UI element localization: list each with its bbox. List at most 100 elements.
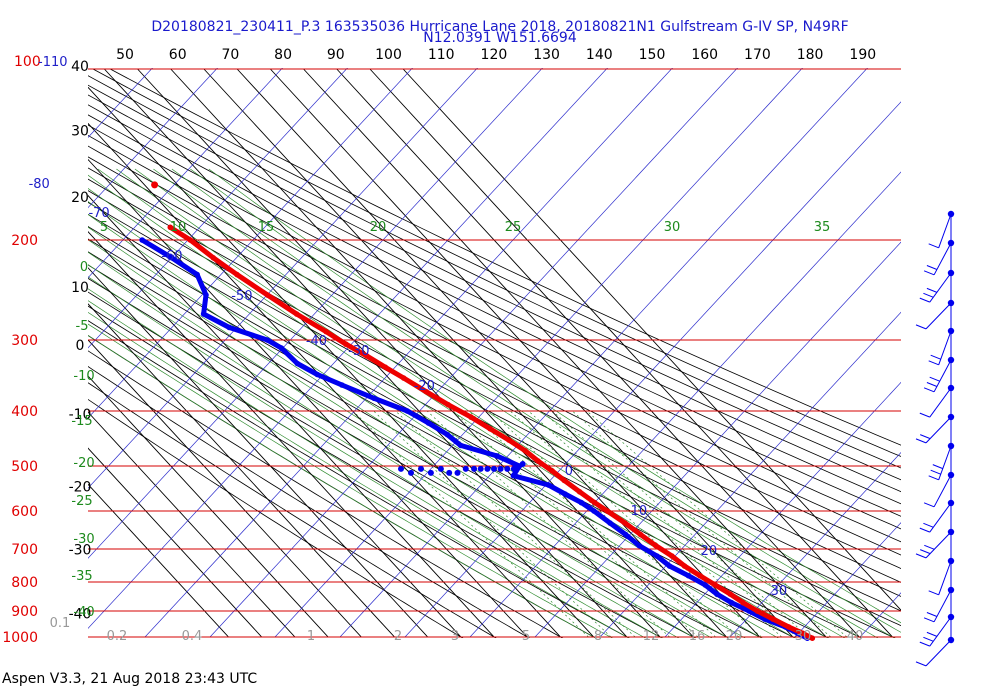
dewpoint-point [194, 271, 200, 278]
dry-adiabat-line [88, 167, 901, 583]
adiabat-label-left: -25 [71, 494, 92, 509]
dry-adiabat-line [88, 264, 763, 638]
wind-barb-flag [919, 297, 930, 303]
pressure-label: 300 [11, 333, 38, 349]
dewpoint-spurious-point [446, 469, 453, 476]
wind-barb-flag [930, 354, 941, 360]
adiabat-label-left: -15 [71, 414, 92, 429]
mixing-ratio-label: 30 [795, 629, 812, 644]
wind-barb-staff [938, 445, 952, 480]
temperature-point [770, 616, 776, 622]
dewpoint-point [278, 345, 285, 351]
blue-grid-line [88, 68, 478, 489]
mixing-ratio-label: 0.1 [50, 616, 71, 631]
dewpoint-point [226, 324, 232, 331]
dry-adiabat-line [88, 145, 901, 556]
isotherm-line [137, 68, 661, 638]
isotherm-line [88, 194, 495, 638]
temperature-point [382, 364, 389, 371]
blue-grid-line [88, 68, 283, 279]
dewpoint-spurious-point [484, 465, 491, 472]
top-axis-label: 160 [691, 47, 718, 63]
isotherm-line [336, 68, 860, 638]
wind-barb-staff [925, 639, 952, 667]
blue-grid-line [88, 68, 153, 138]
top-axis-label: 120 [481, 47, 508, 63]
temperature-point [754, 608, 761, 614]
moist-adiabat-line [88, 201, 779, 638]
dry-adiabat-line [92, 68, 901, 457]
wind-barb-flag [919, 527, 930, 533]
isotherm-line [88, 122, 561, 638]
isotherm-label: -80 [29, 177, 50, 192]
wind-barb-staff [933, 589, 952, 623]
temperature-point [293, 311, 300, 317]
blue-grid-line [88, 68, 348, 349]
dewpoint-point [169, 254, 175, 261]
pressure-label: 1000 [2, 630, 38, 646]
wind-barb-flag [923, 522, 934, 528]
isotherm-line [88, 447, 263, 638]
temperature-line [167, 224, 815, 641]
pressure-label: 200 [11, 233, 38, 249]
dewpoint-point [404, 408, 411, 414]
wind-barb-flag [915, 324, 927, 330]
dewpoint-point [562, 491, 568, 497]
adiabat-label-top: 30 [664, 220, 681, 235]
isotherm-label: 30 [771, 584, 788, 599]
adiabat-label-top: 10 [170, 220, 187, 235]
temperature-point [800, 630, 806, 637]
temperature-point [622, 520, 628, 526]
dry-adiabat-line [88, 124, 901, 530]
temperature-point [681, 563, 688, 569]
isolated-temperature-point [151, 181, 159, 189]
wind-barb-flag [928, 360, 939, 366]
wind-barb-flag [919, 641, 930, 647]
top-axis-label: 80 [274, 47, 292, 63]
isotherm-line [88, 303, 395, 638]
blue-grid-line [534, 241, 901, 638]
isotherm-label: -20 [414, 379, 435, 394]
temperature-point [740, 599, 746, 606]
wind-barb-flag [928, 475, 939, 481]
dewpoint-point [702, 582, 708, 588]
blue-grid-line [664, 381, 901, 638]
dry-adiabat-line [88, 104, 901, 505]
temperature-point [549, 468, 555, 474]
temperature-point [712, 582, 718, 588]
dewpoint-spurious-point [515, 463, 522, 470]
temperature-point [785, 624, 792, 630]
temperature-point [187, 237, 194, 243]
dry-adiabats [88, 68, 901, 638]
dewpoint-point [371, 395, 377, 402]
dewpoint-point [139, 237, 145, 243]
pressure-label: 500 [11, 459, 38, 475]
blue-grid-line [469, 171, 901, 638]
dewpoint-spurious-point [497, 465, 504, 472]
top-axis-label: 190 [849, 47, 876, 63]
dry-adiabat-line [88, 335, 597, 638]
dry-adiabat-line [88, 156, 901, 569]
temperature-point [522, 448, 529, 454]
adiabat-label-left: -35 [71, 569, 92, 584]
blue-grid-line [404, 101, 901, 638]
dewpoint-spurious-point [454, 469, 461, 476]
wind-barb-staff [929, 387, 952, 418]
pressure-label: 800 [11, 575, 38, 591]
dewpoint-point [494, 453, 500, 459]
mixing-ratio-label: 20 [726, 629, 743, 644]
moist-adiabat-line [171, 168, 895, 638]
wind-barb-staff [938, 213, 952, 248]
adiabat-label-top: 25 [505, 220, 522, 235]
isotherm-line [88, 158, 528, 638]
dewpoint-spurious-point [462, 465, 469, 472]
mixing-ratio-label: 3 [451, 629, 459, 644]
wind-barb-flag [923, 292, 934, 298]
adiabat-label-top: 5 [100, 220, 108, 235]
blue-grid-line [88, 68, 413, 419]
dewpoint-spurious-point [491, 465, 497, 472]
isotherm-line [369, 68, 893, 638]
top-axis-label: 90 [327, 47, 345, 63]
adiabat-label-top: 20 [370, 220, 387, 235]
